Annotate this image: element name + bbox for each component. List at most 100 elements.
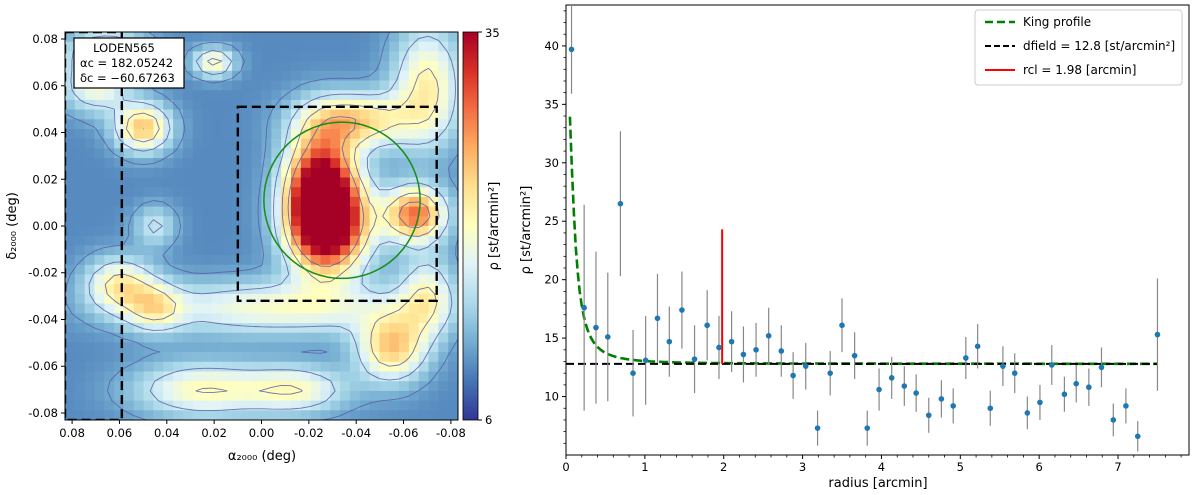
density-cell (300, 323, 312, 334)
density-cell (281, 410, 292, 420)
density-cell (271, 371, 282, 382)
density-cell (389, 129, 400, 140)
density-cell (281, 148, 292, 159)
density-cell (261, 138, 272, 149)
density-cell (359, 400, 371, 411)
density-cell (104, 109, 115, 120)
density-cell (379, 400, 390, 411)
density-cell (153, 410, 164, 420)
density-cell (369, 274, 380, 285)
density-cell (192, 400, 204, 411)
density-cell (241, 226, 253, 237)
density-cell (84, 158, 96, 169)
data-point (691, 356, 698, 362)
density-cell (153, 167, 164, 179)
density-cell (104, 361, 115, 373)
density-cell (271, 216, 282, 227)
density-cell (428, 342, 439, 353)
density-cell (133, 148, 145, 159)
density-cell (65, 196, 76, 208)
density-cell (153, 332, 164, 343)
density-cell (104, 342, 115, 353)
density-cell (399, 332, 410, 343)
density-cell (74, 129, 86, 140)
density-cell (379, 332, 390, 343)
density-cell (182, 381, 194, 392)
density-cell (408, 70, 420, 82)
density-cell (65, 61, 76, 72)
density-cell (340, 400, 351, 411)
density-cell (65, 371, 76, 382)
density-cell (300, 332, 312, 343)
density-cell (65, 235, 76, 246)
density-cell (300, 303, 312, 314)
density-cell (389, 99, 400, 111)
density-cell (448, 284, 458, 295)
density-cell (94, 206, 105, 217)
y-tick-label: -0.08 (28, 406, 58, 420)
density-cell (359, 284, 371, 295)
density-cell (310, 61, 322, 72)
density-cell (438, 313, 449, 324)
density-cell (251, 226, 263, 237)
density-cell (212, 410, 223, 420)
x-tick-label: 4 (878, 460, 885, 474)
density-cell (143, 323, 155, 334)
density-cell (133, 255, 145, 266)
density-cell (399, 274, 410, 285)
density-cell (251, 371, 263, 382)
density-cell (389, 303, 400, 314)
density-cell (428, 177, 439, 188)
density-cell (261, 410, 272, 420)
density-cell (222, 264, 233, 276)
density-cell (271, 361, 282, 373)
density-cell (369, 41, 380, 52)
density-cell (143, 148, 155, 159)
density-cell (133, 371, 145, 382)
density-cell (340, 80, 351, 91)
density-cell (418, 293, 430, 305)
density-cell (320, 323, 331, 334)
density-cell (340, 119, 351, 130)
density-cell (290, 226, 302, 237)
density-cell (65, 167, 76, 179)
density-cell (330, 41, 341, 52)
density-cell (379, 410, 390, 420)
density-cell (74, 235, 86, 246)
density-cell (310, 148, 322, 159)
density-cell (241, 99, 253, 111)
density-cell (438, 138, 449, 149)
density-cell (133, 274, 145, 285)
density-cell (418, 167, 430, 179)
density-cell (438, 148, 449, 159)
density-cell (349, 303, 361, 314)
density-cell (320, 371, 331, 382)
density-cell (192, 32, 204, 43)
density-cell (192, 342, 204, 353)
legend: King profile dfield = 12.8 [st/arcmin²] … (974, 9, 1183, 86)
density-cell (389, 196, 400, 208)
density-cell (310, 323, 322, 334)
density-cell (290, 352, 302, 363)
density-cell (153, 323, 164, 334)
density-cell (232, 274, 243, 285)
density-cell (202, 129, 213, 140)
density-cell (94, 148, 105, 159)
y-tick-label: -0.06 (28, 359, 58, 373)
density-cell (330, 323, 341, 334)
density-cell (123, 148, 135, 159)
density-cell (320, 148, 331, 159)
density-cell (340, 167, 351, 179)
density-cell (438, 352, 449, 363)
density-cell (320, 390, 331, 402)
density-cell (340, 90, 351, 101)
density-cell (428, 390, 439, 402)
data-point (1134, 433, 1141, 440)
data-point (1073, 380, 1080, 387)
density-cell (389, 70, 400, 82)
density-cell (428, 245, 439, 256)
density-cell (241, 400, 253, 411)
density-cell (104, 371, 115, 382)
density-cell (379, 187, 390, 198)
density-cell (320, 196, 331, 208)
